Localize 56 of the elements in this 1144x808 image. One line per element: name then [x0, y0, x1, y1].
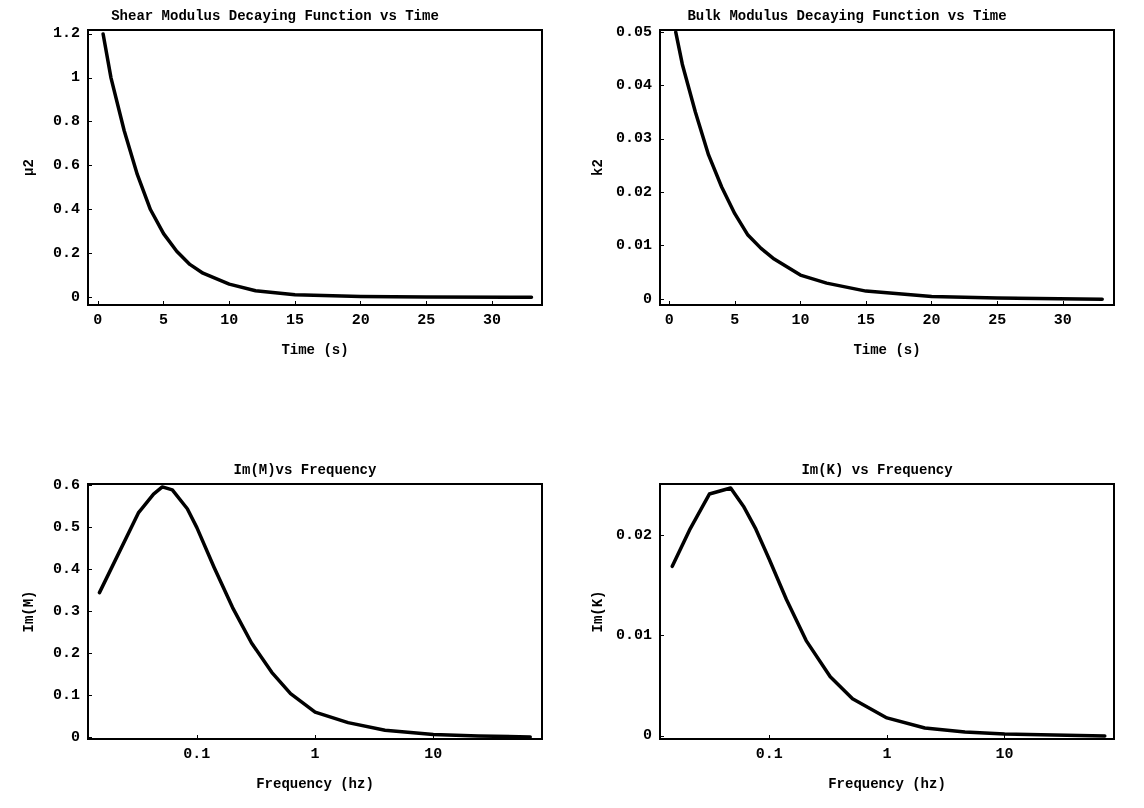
y-tick-label: 0.03 [615, 130, 652, 148]
y-tick-label: 0.4 [52, 201, 80, 219]
x-tick-label: 15 [285, 312, 304, 329]
y-tick-label: 0.6 [52, 477, 80, 495]
x-tick-label: 5 [159, 312, 169, 329]
y-tick-label: 0.05 [615, 23, 652, 41]
x-tick-label: 15 [857, 312, 876, 329]
chart-title: Bulk Modulus Decaying Function vs Time [687, 8, 1007, 24]
line-series [101, 32, 534, 300]
y-tick-label: 0.2 [52, 644, 80, 662]
x-axis-title: Time (s) [853, 342, 921, 358]
y-tick-label: 0.4 [52, 561, 80, 579]
x-axis-title: Frequency (hz) [828, 776, 946, 792]
y-tick-label: 0.04 [615, 77, 652, 95]
y-tick-label: 0 [70, 288, 80, 306]
y-tick-label: 0 [70, 728, 80, 746]
y-tick-label: 0.3 [52, 603, 80, 620]
y-tick-label: 0.8 [52, 113, 80, 131]
y-tick-label: 0.6 [52, 157, 80, 175]
x-tick-label: 0.1 [755, 746, 783, 763]
x-tick-label: 10 [220, 312, 239, 329]
y-tick-label: 0.5 [52, 519, 80, 537]
y-tick-label: 0.1 [52, 686, 80, 704]
x-tick-label: 10 [995, 746, 1014, 763]
y-tick-label: 0.01 [615, 237, 652, 255]
y-axis-title: k2 [590, 159, 607, 176]
x-tick-label: 25 [988, 312, 1007, 329]
y-tick-label: 0 [642, 727, 652, 745]
x-tick-label: 5 [730, 312, 740, 329]
y-tick-label: 0.02 [615, 183, 652, 201]
x-tick-label: 30 [483, 312, 502, 329]
y-tick-label: 0.02 [615, 526, 652, 544]
x-tick-label: 25 [417, 312, 436, 329]
x-axis-title: Time (s) [281, 342, 349, 358]
x-tick-label: 1 [882, 746, 892, 763]
x-tick-label: 20 [351, 312, 370, 329]
x-tick-label: 10 [791, 312, 810, 329]
x-axis-title: Frequency (hz) [256, 776, 374, 792]
y-tick-label: 0.01 [615, 627, 652, 645]
x-tick-label: 10 [424, 746, 443, 763]
y-tick-label: 0.2 [52, 244, 80, 262]
chart-title: Shear Modulus Decaying Function vs Time [111, 8, 439, 24]
x-tick-label: 30 [1053, 312, 1072, 329]
chart-title: Im(K) vs Frequency [801, 462, 954, 478]
y-tick-label: 1.2 [52, 25, 80, 43]
x-tick-label: 0 [664, 312, 674, 329]
y-tick-label: 0 [642, 290, 652, 308]
y-axis-title: μ2 [21, 159, 37, 176]
x-tick-label: 1 [310, 746, 320, 763]
x-tick-label: 0 [93, 312, 103, 329]
x-tick-label: 0.1 [183, 746, 211, 763]
chart-title: Im(M)vs Frequency [233, 462, 378, 478]
x-tick-label: 20 [922, 312, 941, 329]
y-axis-title: Im(M) [21, 590, 37, 633]
y-tick-label: 1 [70, 69, 80, 87]
y-axis-title: Im(K) [590, 590, 607, 633]
